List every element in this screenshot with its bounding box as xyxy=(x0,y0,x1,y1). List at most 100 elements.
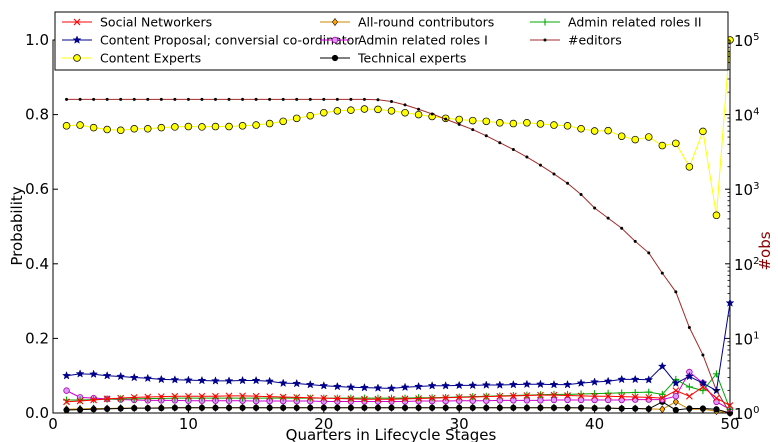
data-point xyxy=(251,375,261,385)
data-point xyxy=(605,405,612,412)
data-point xyxy=(293,404,300,411)
y-tick-label: 0.0 xyxy=(25,404,49,422)
data-point xyxy=(441,381,451,390)
data-point xyxy=(538,163,542,167)
data-point xyxy=(238,122,247,130)
data-point xyxy=(103,125,111,134)
data-point xyxy=(618,389,626,397)
legend-label: Admin related roles II xyxy=(568,15,702,30)
data-point xyxy=(549,379,559,389)
data-point xyxy=(360,394,368,402)
data-point xyxy=(376,98,380,102)
data-point xyxy=(265,376,275,386)
data-point xyxy=(428,394,436,402)
legend-item: Content Proposal; conversial co-ordinato… xyxy=(62,33,360,48)
data-point xyxy=(129,372,139,382)
data-point xyxy=(374,404,382,411)
series-5 xyxy=(63,398,734,417)
data-point xyxy=(699,405,707,412)
legend-label: Technical experts xyxy=(357,51,466,66)
data-point xyxy=(630,374,640,384)
data-point xyxy=(76,396,84,404)
data-point xyxy=(535,379,545,389)
data-point xyxy=(390,99,393,103)
data-point xyxy=(401,404,409,411)
data-point xyxy=(92,97,96,101)
data-point xyxy=(523,404,531,411)
data-point xyxy=(213,97,217,101)
data-point xyxy=(144,393,152,401)
data-point xyxy=(537,404,544,411)
data-point xyxy=(292,378,302,388)
data-point xyxy=(76,121,84,129)
data-point xyxy=(361,395,368,403)
data-point xyxy=(306,111,315,120)
data-point xyxy=(130,393,138,401)
data-point xyxy=(713,398,720,406)
data-point xyxy=(144,125,152,133)
legend-label: Admin related roles I xyxy=(358,33,488,48)
series-7 xyxy=(65,97,732,415)
data-point xyxy=(347,395,355,403)
data-point xyxy=(618,405,625,412)
data-point xyxy=(374,105,382,114)
y2-tick-label: 103 xyxy=(734,181,759,199)
data-point xyxy=(483,404,490,411)
data-point xyxy=(685,383,693,391)
data-point xyxy=(170,375,180,384)
data-point xyxy=(498,141,502,145)
data-point xyxy=(469,404,476,411)
data-point xyxy=(333,395,341,402)
legend-box xyxy=(54,11,729,71)
plot-area xyxy=(52,39,731,414)
data-point xyxy=(360,105,369,113)
data-point xyxy=(89,123,98,132)
data-point xyxy=(509,119,518,128)
data-point xyxy=(295,97,299,101)
data-point xyxy=(62,370,72,380)
data-point xyxy=(525,155,529,159)
data-point xyxy=(158,405,165,412)
data-point xyxy=(362,97,366,101)
data-point xyxy=(427,381,437,390)
data-point xyxy=(157,393,165,400)
legend-label: #editors xyxy=(568,33,622,48)
x-tick-label: 50 xyxy=(720,415,739,433)
data-point xyxy=(183,375,193,384)
data-point xyxy=(268,97,272,101)
data-point xyxy=(457,122,461,126)
data-point xyxy=(631,388,639,396)
data-point xyxy=(496,404,503,411)
data-point xyxy=(281,97,285,101)
data-point xyxy=(252,121,260,129)
data-point xyxy=(359,382,369,392)
data-point xyxy=(563,122,572,130)
data-point xyxy=(171,392,179,400)
data-point xyxy=(116,126,125,135)
y2-axis-title: #obs xyxy=(756,231,774,270)
data-point xyxy=(659,405,666,414)
data-point xyxy=(671,378,681,387)
data-point xyxy=(495,380,505,389)
x-tick-label: 40 xyxy=(585,415,604,433)
data-point xyxy=(387,383,396,393)
legend-label: Social Networkers xyxy=(100,15,212,30)
data-point xyxy=(522,379,532,389)
data-point xyxy=(685,163,694,171)
data-point xyxy=(63,398,70,406)
legend-item: Content Experts xyxy=(62,51,201,66)
series-line xyxy=(66,386,731,406)
data-point xyxy=(618,393,626,400)
data-point xyxy=(685,392,693,400)
data-point xyxy=(388,395,395,403)
data-point xyxy=(523,119,531,127)
data-point xyxy=(159,97,163,101)
data-point xyxy=(550,391,558,399)
data-point xyxy=(63,387,70,394)
data-point xyxy=(347,106,355,114)
data-point xyxy=(508,379,518,389)
data-point xyxy=(211,376,220,385)
data-point xyxy=(593,206,597,210)
data-point xyxy=(660,271,664,275)
data-point xyxy=(481,380,491,389)
